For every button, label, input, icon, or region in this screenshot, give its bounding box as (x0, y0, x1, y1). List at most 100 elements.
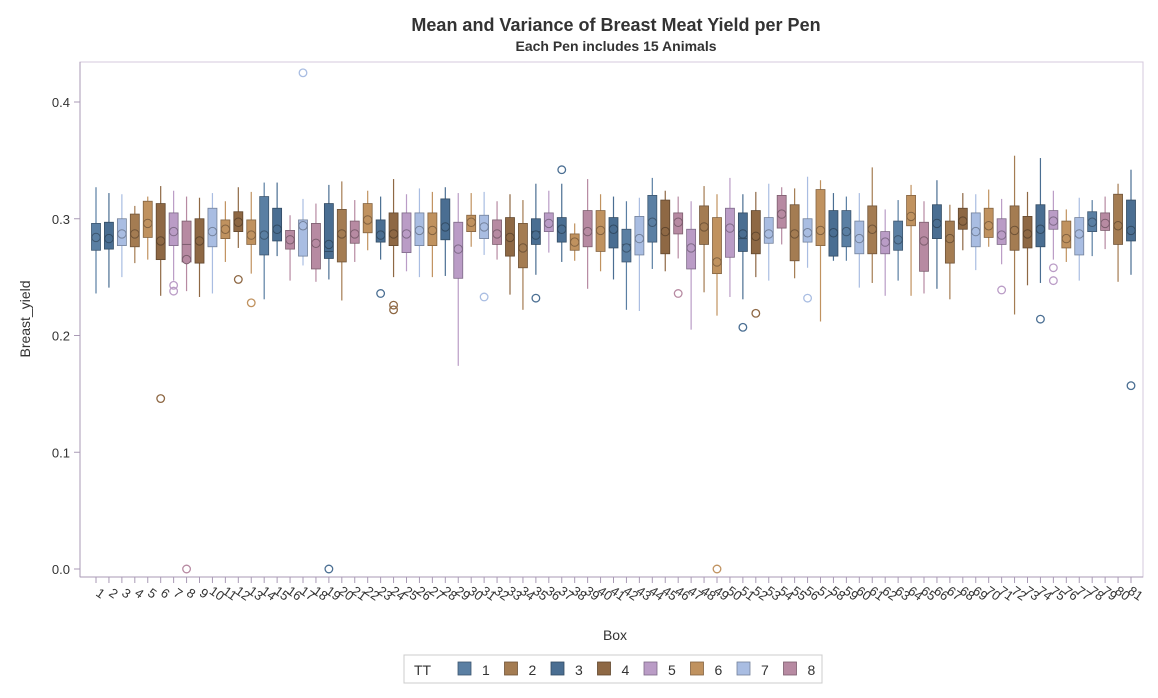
mean-marker (505, 232, 515, 243)
mean-marker (712, 257, 722, 267)
mean-marker (906, 211, 916, 222)
legend-label-4: 4 (622, 662, 630, 678)
legend-label-6: 6 (715, 662, 723, 678)
box-61 (867, 167, 878, 283)
y-tick-label: 0.0 (52, 562, 70, 577)
x-tick-label: 57 (815, 583, 835, 604)
box-14 (259, 182, 270, 300)
box-17 (298, 68, 308, 266)
box-36 (543, 190, 554, 253)
mean-marker (375, 230, 386, 240)
box-iqr (1126, 199, 1136, 242)
mean-marker (1100, 218, 1110, 229)
x-tick-label: 48 (698, 583, 718, 604)
outlier-point (673, 289, 683, 298)
mean-marker (233, 217, 244, 227)
x-tick-label: 42 (621, 583, 641, 604)
boxes-layer (91, 68, 1136, 574)
mean-marker (1035, 224, 1046, 234)
mean-marker (220, 224, 231, 234)
x-tick-label: 27 (427, 583, 447, 604)
x-tick-label: 51 (737, 583, 757, 604)
mean-marker (1126, 225, 1136, 236)
x-tick-label: 8 (184, 585, 199, 601)
mean-marker (971, 226, 981, 237)
box-13 (246, 191, 257, 308)
box-74 (1035, 158, 1046, 324)
x-tick-label: 40 (595, 583, 615, 604)
box-35 (530, 183, 541, 303)
mean-marker (285, 235, 295, 245)
box-72 (1009, 155, 1020, 315)
box-27 (427, 191, 438, 278)
x-tick-label: 19 (323, 583, 343, 604)
legend-entries: 1 2 3 4 5 6 7 8 (457, 661, 816, 678)
mean-marker (983, 221, 994, 231)
mean-marker (181, 254, 192, 265)
box-7 (168, 190, 179, 296)
legend: TT 1 2 3 4 5 6 7 8 (403, 654, 823, 684)
box-55 (789, 188, 800, 279)
box-40 (595, 194, 606, 272)
x-tick-label: 67 (944, 583, 964, 604)
x-tick-label: 43 (634, 583, 654, 604)
x-tick-label: 62 (880, 583, 900, 604)
box-2 (104, 193, 114, 288)
box-76 (1061, 209, 1072, 262)
outlier-point (389, 300, 399, 310)
mean-marker (621, 243, 632, 253)
chart-subtitle: Each Pen includes 15 Animals (515, 38, 716, 54)
x-tick-label: 54 (776, 583, 796, 604)
box-28 (440, 187, 451, 276)
legend-label-3: 3 (575, 662, 583, 678)
box-78 (1087, 200, 1098, 257)
x-tick-label: 38 (569, 583, 589, 604)
mean-marker (531, 230, 541, 240)
x-tick-label: 75 (1048, 583, 1068, 604)
box-19 (323, 184, 334, 574)
mean-marker (776, 209, 787, 219)
box-iqr (712, 217, 722, 275)
x-tick-label: 65 (918, 583, 938, 604)
y-tick-label: 0.1 (52, 445, 70, 460)
box-25 (401, 194, 412, 272)
outlier-point (751, 308, 761, 318)
box-53 (763, 183, 774, 281)
box-81 (1126, 169, 1136, 391)
mean-marker (738, 229, 748, 239)
box-67 (944, 204, 955, 300)
x-tick-label: 24 (388, 583, 408, 604)
outlier-point (738, 322, 748, 332)
mean-marker (1113, 221, 1123, 231)
box-71 (996, 198, 1007, 295)
mean-marker (634, 233, 645, 244)
mean-marker (919, 236, 929, 246)
x-tick-label: 34 (517, 583, 537, 604)
box-33 (505, 194, 515, 295)
x-tick-label: 59 (841, 583, 861, 604)
box-45 (660, 190, 671, 272)
box-44 (647, 177, 658, 269)
box-48 (699, 186, 709, 293)
x-tick-label: 10 (207, 583, 227, 604)
box-6 (155, 186, 166, 403)
outlier-point (1048, 263, 1058, 273)
x-tick-label: 16 (284, 583, 304, 604)
x-tick-label: 36 (543, 583, 563, 604)
mean-marker (828, 228, 839, 238)
mean-marker (582, 226, 593, 237)
mean-marker (259, 230, 269, 240)
box-66 (932, 180, 942, 289)
box-63 (893, 200, 904, 281)
mean-marker (194, 236, 205, 246)
x-tick-label: 5 (145, 585, 160, 601)
box-30 (466, 193, 477, 247)
x-tick-label: 60 (854, 583, 874, 604)
x-tick-label: 50 (724, 583, 744, 604)
x-tick-label: 15 (271, 583, 291, 604)
box-39 (582, 179, 593, 289)
x-tick-label: 28 (440, 583, 460, 604)
mean-marker (880, 237, 890, 247)
